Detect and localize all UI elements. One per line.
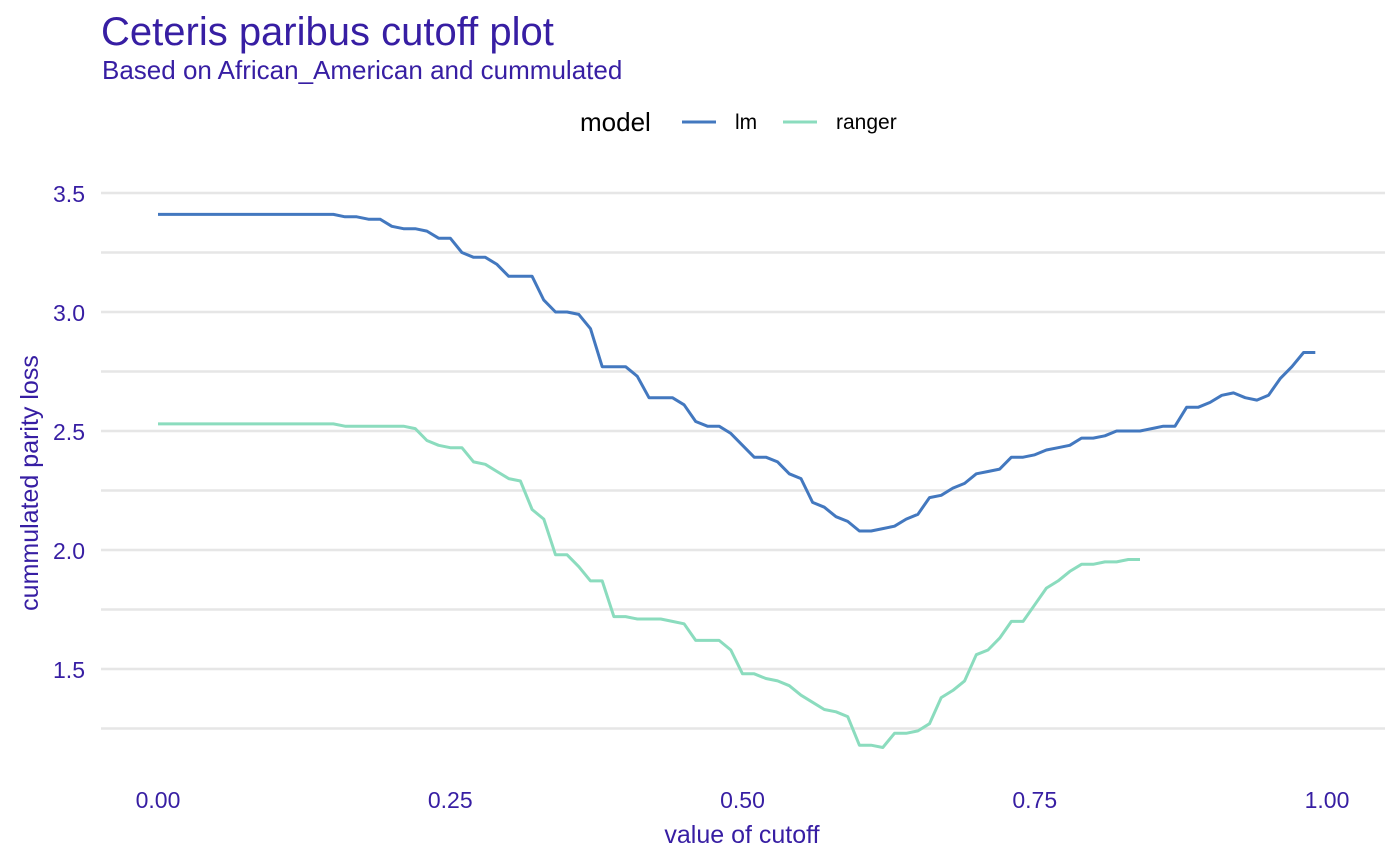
legend-label-ranger: ranger [836,111,897,134]
x-tick-label: 0.00 [136,787,181,813]
series-line-ranger [158,422,1140,749]
x-tick-label: 1.00 [1305,787,1350,813]
x-tick-label: 0.50 [720,787,765,813]
x-axis-label: value of cutoff [664,821,819,849]
legend-label-lm: lm [735,111,757,134]
y-tick-label: 3.0 [53,300,85,326]
series-line-lm [158,212,1316,533]
y-tick-label: 3.5 [53,181,85,207]
y-tick-label: 2.5 [53,419,85,445]
series-lines [158,212,1316,749]
legend-title: model [580,107,651,137]
y-axis-ticks: 1.5 2.0 2.5 3.0 3.5 [53,181,85,683]
x-tick-label: 0.25 [428,787,473,813]
legend: model lm ranger [580,107,897,137]
gridlines [101,191,1385,730]
x-axis-ticks: 0.00 0.25 0.50 0.75 1.00 [136,787,1350,813]
y-tick-label: 2.0 [53,538,85,564]
y-tick-label: 1.5 [53,657,85,683]
chart-title: Ceteris paribus cutoff plot [101,10,554,54]
x-tick-label: 0.75 [1012,787,1057,813]
y-axis-label: cummulated parity loss [16,355,44,611]
chart-subtitle: Based on African_American and cummulated [102,55,623,85]
